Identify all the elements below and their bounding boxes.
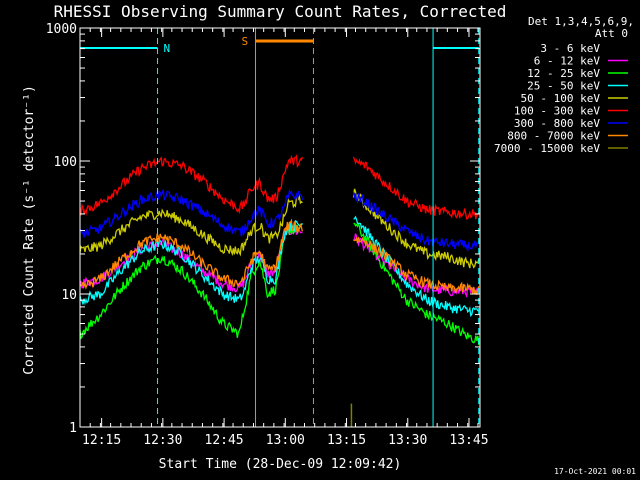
x-tick-label: 12:30 <box>143 433 182 448</box>
x-tick-label: 12:15 <box>82 433 121 448</box>
series-3 <box>79 221 480 346</box>
x-tick-label: 13:45 <box>449 433 488 448</box>
legend-header-line: Det 1,3,4,5,6,9, <box>528 15 634 28</box>
legend-label: 7000 - 15000 keV <box>494 142 600 155</box>
series-line <box>79 218 304 290</box>
y-axis-label: Corrected Count Rate (s⁻¹ detector⁻¹) <box>22 85 37 375</box>
series-line <box>79 154 304 217</box>
series-6 <box>79 154 480 220</box>
footer-timestamp: 17-Oct-2021 00:01 <box>554 467 636 476</box>
series-line <box>79 194 303 257</box>
x-tick-label: 12:45 <box>205 433 244 448</box>
series-5 <box>79 188 480 269</box>
x-tick-label: 13:30 <box>388 433 427 448</box>
legend-label: 12 - 25 keV <box>527 67 600 80</box>
legend-label: 3 - 6 keV <box>540 42 600 55</box>
series-8 <box>79 218 480 295</box>
y-tick-label: 1000 <box>46 22 77 37</box>
y-tick-label: 1 <box>69 421 77 436</box>
series-line <box>352 192 480 252</box>
series-line <box>353 236 480 295</box>
plot-frame <box>79 27 481 428</box>
x-tick-label: 13:15 <box>327 433 366 448</box>
chart-title: RHESSI Observing Summary Count Rates, Co… <box>54 2 507 21</box>
series-line <box>79 223 303 340</box>
y-tick-label: 100 <box>54 155 77 170</box>
legend-label: 300 - 800 keV <box>514 117 600 130</box>
series-line <box>352 156 480 220</box>
series-7 <box>79 188 480 252</box>
series-line <box>352 188 480 269</box>
saa-label: S <box>242 35 249 48</box>
saa-marker: S <box>242 28 314 427</box>
legend-label: 800 - 7000 keV <box>507 130 600 143</box>
night-label: N <box>164 42 171 55</box>
series-layer <box>79 154 480 427</box>
legend-header-line: Att 0 <box>595 27 628 40</box>
x-axis-label: Start Time (28-Dec-09 12:09:42) <box>159 457 402 472</box>
legend-label: 100 - 300 keV <box>514 105 600 118</box>
series-line <box>353 221 480 346</box>
legend-label: 50 - 100 keV <box>521 92 601 105</box>
series-line <box>79 188 304 238</box>
night-marker-2 <box>432 28 480 427</box>
legend-label: 6 - 12 keV <box>534 55 601 68</box>
axes: 12:15 12:30 12:45 13:00 13:15 13:30 13:45 1 10 10… <box>46 22 489 448</box>
y-tick-label: 10 <box>61 288 77 303</box>
x-tick-label: 13:00 <box>266 433 305 448</box>
legend-label: 25 - 50 keV <box>527 80 600 93</box>
